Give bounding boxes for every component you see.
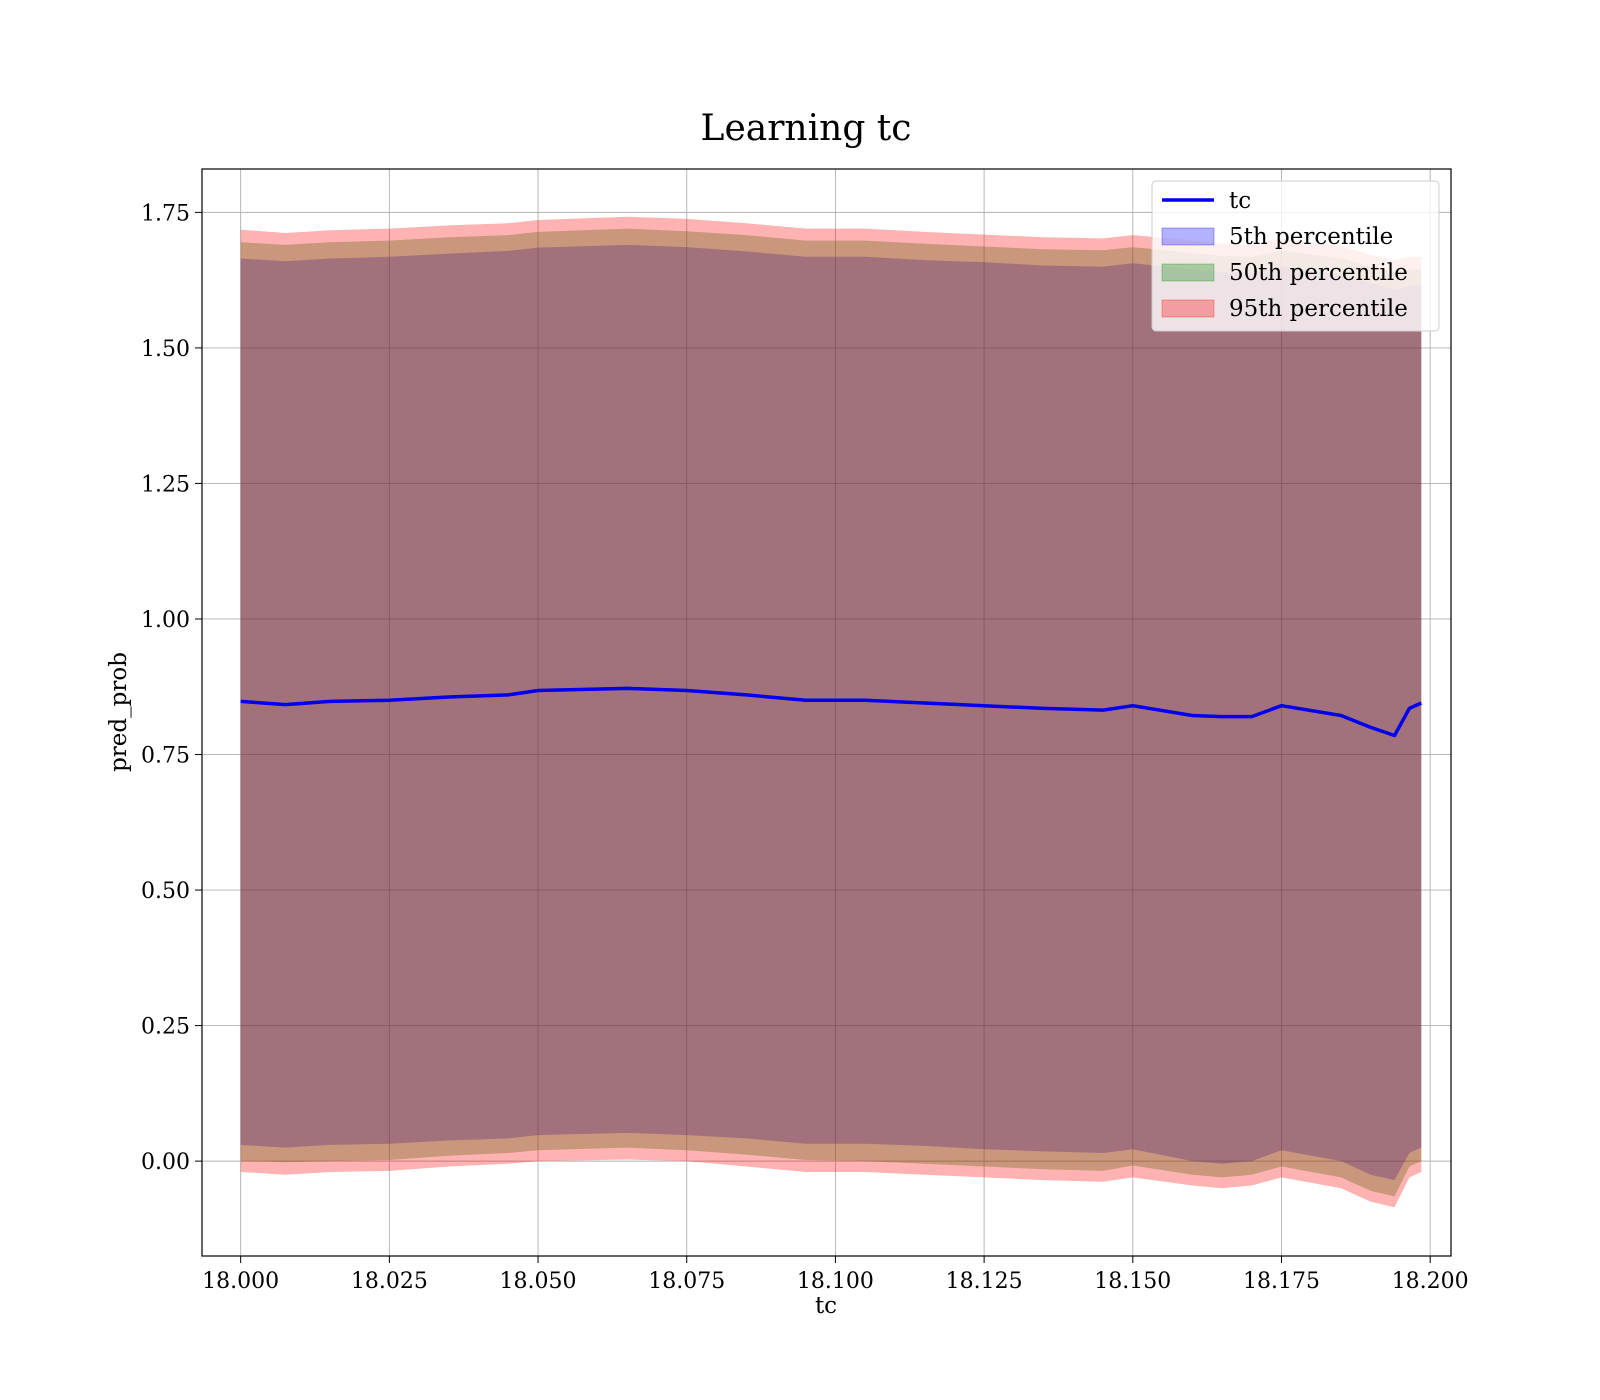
x-tick-label: 18.150 bbox=[1094, 1269, 1171, 1294]
y-axis-ticks: 0.00 0.25 0.50 0.75 1.00 1.25 1.50 1.75 bbox=[141, 201, 202, 1175]
y-tick-label: 1.00 bbox=[141, 608, 190, 633]
legend-swatch bbox=[1161, 263, 1215, 282]
y-tick-label: 0.25 bbox=[141, 1015, 190, 1040]
legend-label: 50th percentile bbox=[1229, 260, 1408, 286]
x-tick-label: 18.000 bbox=[202, 1269, 279, 1294]
legend-label: 5th percentile bbox=[1229, 224, 1393, 250]
band-5th-percentile bbox=[240, 244, 1422, 1181]
y-tick-label: 1.75 bbox=[141, 201, 190, 226]
band-50th-percentile bbox=[240, 228, 1422, 1197]
x-tick-label: 18.200 bbox=[1392, 1269, 1469, 1294]
x-tick-label: 18.075 bbox=[648, 1269, 725, 1294]
x-tick-label: 18.025 bbox=[351, 1269, 428, 1294]
legend-swatch bbox=[1161, 227, 1215, 246]
chart-title: Learning tc bbox=[701, 108, 912, 149]
grid bbox=[202, 169, 1451, 1256]
series-lines bbox=[240, 686, 1423, 738]
y-tick-label: 1.25 bbox=[141, 472, 190, 497]
y-tick-label: 0.00 bbox=[141, 1150, 190, 1175]
x-tick-label: 18.175 bbox=[1243, 1269, 1320, 1294]
line-tc bbox=[240, 686, 1423, 738]
band-95th-percentile bbox=[240, 216, 1422, 1208]
y-tick-label: 1.50 bbox=[141, 337, 190, 362]
x-axis-ticks: 18.000 18.025 18.050 18.075 18.100 18.125 18.1… bbox=[202, 1256, 1469, 1294]
legend-label: 95th percentile bbox=[1229, 296, 1408, 322]
percentile-bands bbox=[240, 216, 1422, 1208]
y-tick-label: 0.50 bbox=[141, 879, 190, 904]
y-tick-label: 0.75 bbox=[141, 744, 190, 769]
x-tick-label: 18.125 bbox=[946, 1269, 1023, 1294]
x-tick-label: 18.100 bbox=[797, 1269, 874, 1294]
x-axis-label: tc bbox=[815, 1293, 837, 1319]
legend-label: tc bbox=[1229, 188, 1251, 214]
y-axis-label: pred_prob bbox=[106, 652, 132, 772]
x-tick-label: 18.050 bbox=[500, 1269, 577, 1294]
legend-box bbox=[1151, 180, 1440, 332]
legend-swatch bbox=[1161, 299, 1215, 318]
plot-frame bbox=[201, 168, 1452, 1257]
legend: tc 5th percentile 50th percentile 95th perc… bbox=[1151, 180, 1440, 332]
